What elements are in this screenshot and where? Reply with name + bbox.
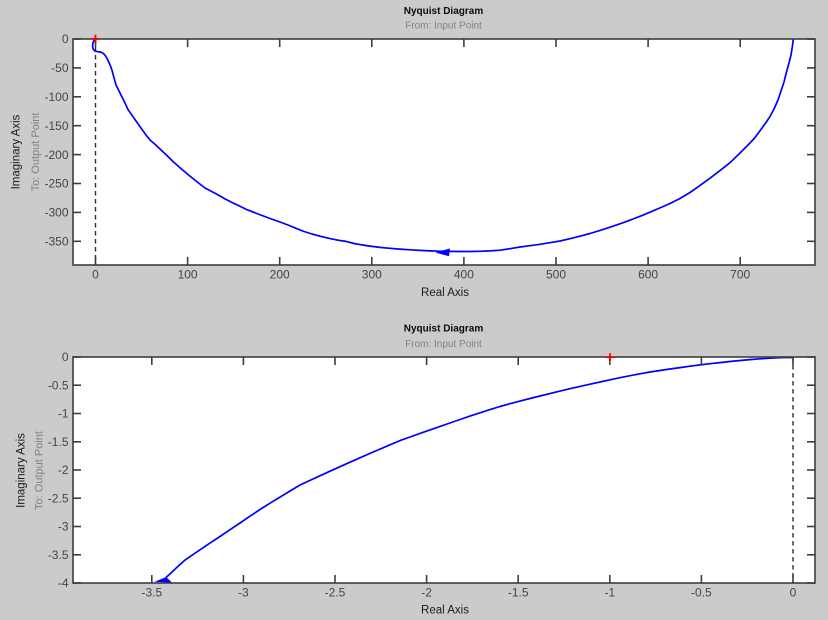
svg-text:Imaginary Axis: Imaginary Axis xyxy=(15,433,27,508)
svg-text:-2.5: -2.5 xyxy=(48,491,69,505)
svg-text:-150: -150 xyxy=(44,119,68,133)
svg-text:Nyquist Diagram: Nyquist Diagram xyxy=(404,6,484,17)
svg-text:-1.5: -1.5 xyxy=(48,435,69,449)
svg-text:-2: -2 xyxy=(58,463,69,477)
svg-text:From: Input Point: From: Input Point xyxy=(405,339,482,350)
svg-text:600: 600 xyxy=(638,268,658,282)
svg-text:To: Output Point: To: Output Point xyxy=(30,113,42,192)
svg-text:-200: -200 xyxy=(44,148,68,162)
svg-text:0: 0 xyxy=(92,268,99,282)
svg-text:-2: -2 xyxy=(421,586,432,600)
svg-text:Imaginary Axis: Imaginary Axis xyxy=(11,114,23,189)
svg-text:500: 500 xyxy=(546,268,566,282)
svg-text:Real Axis: Real Axis xyxy=(421,605,469,617)
svg-text:0: 0 xyxy=(62,350,69,364)
svg-text:100: 100 xyxy=(178,268,198,282)
svg-text:-1: -1 xyxy=(58,407,69,421)
svg-text:-4: -4 xyxy=(58,576,69,590)
svg-text:400: 400 xyxy=(454,268,474,282)
svg-text:-1.5: -1.5 xyxy=(508,586,529,600)
svg-text:-3: -3 xyxy=(58,520,69,534)
svg-text:-3: -3 xyxy=(238,586,249,600)
svg-text:-250: -250 xyxy=(44,177,68,191)
svg-text:From: Input Point: From: Input Point xyxy=(405,21,482,32)
svg-text:Real Axis: Real Axis xyxy=(421,287,469,299)
svg-text:200: 200 xyxy=(270,268,290,282)
svg-text:0: 0 xyxy=(62,32,69,46)
svg-text:-300: -300 xyxy=(44,206,68,220)
svg-text:-1: -1 xyxy=(604,586,615,600)
svg-text:-3.5: -3.5 xyxy=(141,586,162,600)
svg-text:-350: -350 xyxy=(44,235,68,249)
svg-text:-0.5: -0.5 xyxy=(48,378,69,392)
svg-text:-0.5: -0.5 xyxy=(691,586,712,600)
svg-text:-50: -50 xyxy=(51,61,69,75)
svg-text:-100: -100 xyxy=(44,90,68,104)
svg-text:-3.5: -3.5 xyxy=(48,548,69,562)
svg-text:To: Output Point: To: Output Point xyxy=(33,431,45,510)
svg-text:300: 300 xyxy=(362,268,382,282)
svg-text:-2.5: -2.5 xyxy=(325,586,346,600)
svg-text:Nyquist Diagram: Nyquist Diagram xyxy=(404,323,484,334)
svg-text:0: 0 xyxy=(790,586,797,600)
svg-text:700: 700 xyxy=(730,268,750,282)
